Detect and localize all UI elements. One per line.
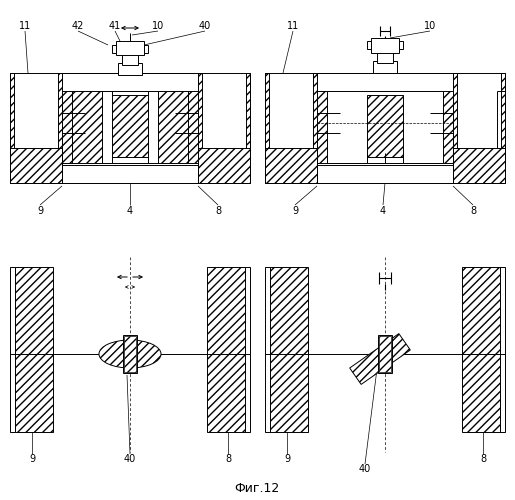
Ellipse shape [99, 340, 161, 368]
Text: 11: 11 [287, 21, 299, 31]
Bar [15, 267, 53, 432]
Text: 8: 8 [215, 206, 221, 216]
Bar [144, 45, 148, 53]
Bar [158, 91, 188, 163]
Bar [72, 91, 102, 163]
Bar [379, 336, 391, 372]
Bar [112, 95, 148, 157]
Bar [124, 336, 136, 372]
Bar [245, 267, 250, 432]
Bar [371, 38, 399, 53]
Bar [367, 41, 371, 49]
Text: 9: 9 [37, 206, 43, 216]
Bar [462, 267, 500, 432]
Bar [62, 165, 198, 183]
Text: 9: 9 [29, 454, 35, 464]
Text: 10: 10 [152, 21, 164, 31]
Bar [62, 73, 198, 91]
Bar [327, 91, 443, 163]
Bar [118, 63, 142, 75]
Bar [457, 73, 501, 148]
Text: 4: 4 [127, 206, 133, 216]
Bar [123, 335, 137, 373]
Bar [72, 91, 188, 163]
Bar [317, 73, 453, 91]
Bar [377, 51, 393, 63]
Text: 10: 10 [424, 21, 436, 31]
Bar [102, 91, 112, 163]
Bar [378, 335, 392, 373]
Bar [62, 163, 198, 181]
Bar [112, 45, 116, 53]
Text: 41: 41 [109, 21, 121, 31]
Bar [62, 73, 198, 183]
Bar [367, 95, 403, 157]
Bar [270, 267, 308, 432]
Bar [202, 73, 246, 148]
Bar [116, 41, 144, 55]
Bar [207, 267, 245, 432]
Text: 8: 8 [225, 454, 231, 464]
Text: Фиг.12: Фиг.12 [234, 482, 280, 494]
Text: 42: 42 [72, 21, 84, 31]
Bar [10, 73, 62, 183]
Bar [14, 73, 58, 148]
Text: 40: 40 [124, 454, 136, 464]
Bar [332, 116, 340, 124]
Text: 8: 8 [470, 206, 476, 216]
Bar [399, 41, 403, 49]
Bar [265, 73, 317, 183]
Bar [269, 73, 313, 148]
Text: 4: 4 [380, 206, 386, 216]
Bar [350, 334, 410, 384]
Bar [265, 267, 270, 432]
Bar [198, 73, 250, 183]
Bar [317, 165, 453, 183]
Bar [500, 267, 505, 432]
Text: 11: 11 [19, 21, 31, 31]
Bar [430, 116, 438, 124]
Bar [453, 73, 505, 183]
Bar [122, 53, 138, 65]
Text: 40: 40 [359, 464, 371, 474]
Bar [148, 91, 158, 163]
Text: 9: 9 [292, 206, 298, 216]
Text: 40: 40 [199, 21, 211, 31]
Text: 8: 8 [480, 454, 486, 464]
Text: 9: 9 [284, 454, 290, 464]
Bar [317, 163, 453, 181]
Bar [373, 61, 397, 73]
Bar [317, 73, 453, 183]
Bar [10, 267, 15, 432]
